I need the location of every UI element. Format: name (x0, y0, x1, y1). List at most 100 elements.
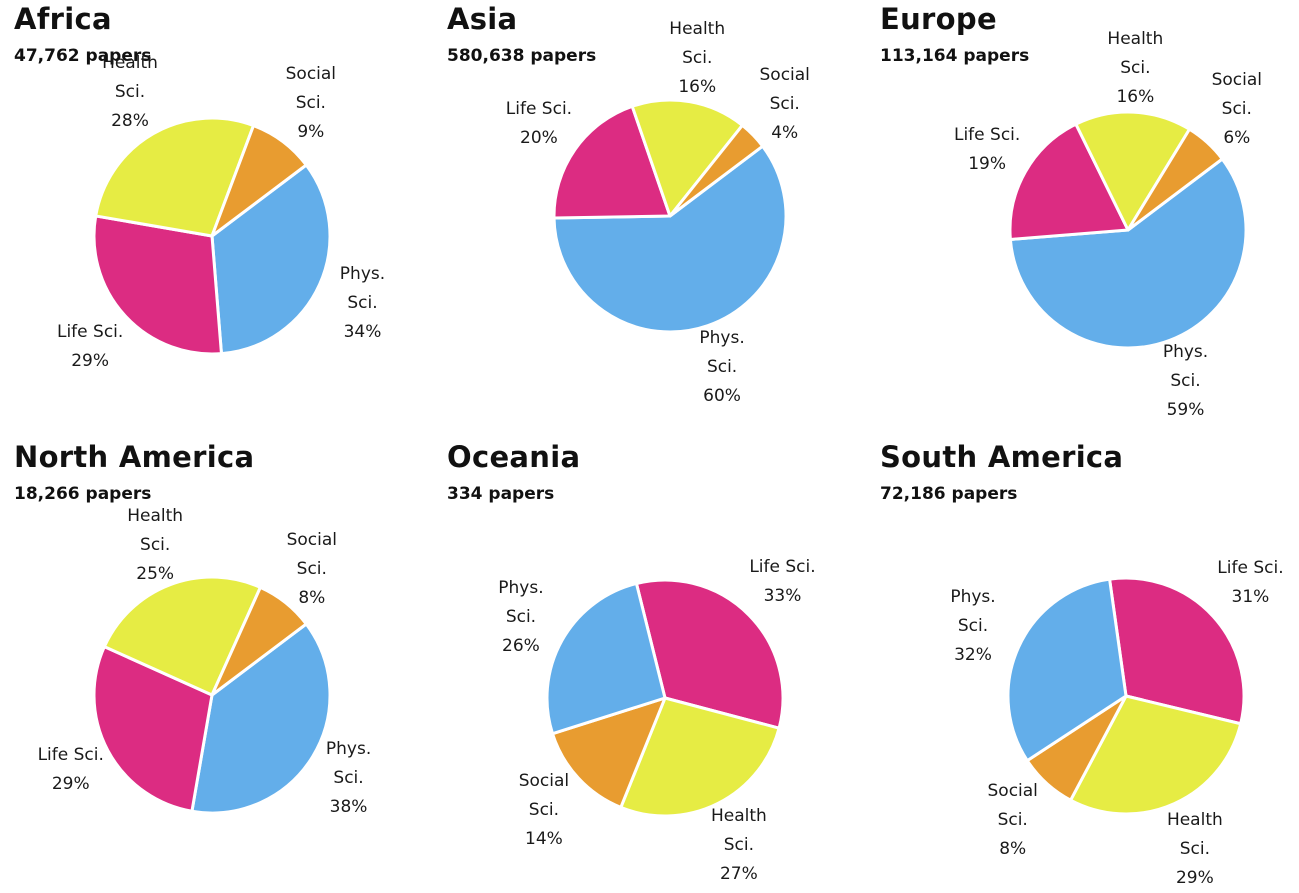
slice-label-line: 16% (678, 76, 717, 97)
slice-label-health-sci: Health Sci. 28% (70, 49, 190, 136)
slice-label-line: Sci. (1221, 99, 1252, 120)
slice-label-line: 16% (1116, 86, 1155, 107)
slice-label-line: Sci. (769, 93, 800, 114)
pie-slice-life-sci (634, 578, 785, 730)
pie-chart (1008, 110, 1248, 350)
slice-label-life-sci: Life Sci. 31% (1190, 554, 1299, 612)
pie-chart (1006, 576, 1246, 816)
pie-slice-health-sci (630, 98, 744, 218)
pie-chart (92, 575, 332, 815)
chart-title: North America (14, 440, 255, 474)
chart-title: Oceania (447, 440, 581, 474)
slice-label-phys-sci: Phys. Sci. 59% (1126, 338, 1246, 425)
slice-label-life-sci: Life Sci. 19% (927, 121, 1047, 179)
slice-label-health-sci: Health Sci. 16% (1075, 25, 1195, 112)
slice-label-line: Social (285, 64, 337, 85)
pie-panel-south-america: South America 72,186 papers Life Sci. 31% He… (866, 438, 1299, 888)
slice-label-line: Life Sci. (505, 99, 573, 120)
slice-label-phys-sci: Phys. Sci. 32% (913, 583, 1033, 670)
chart-title: Asia (447, 2, 518, 36)
pie-panel-north-america: North America 18,266 papers Phys. Sci. 38% Li… (0, 438, 433, 876)
slice-label-line: Sci. (1179, 838, 1210, 859)
pie-slice-phys-sci (210, 163, 332, 356)
slice-label-life-sci: Life Sci. 20% (479, 95, 599, 153)
slice-label-line: Sci. (723, 835, 754, 856)
slice-label-line: 19% (968, 153, 1007, 174)
pie-chart (552, 98, 788, 334)
chart-subtitle: 47,762 papers (14, 46, 152, 66)
slice-label-social-sci: Social Sci. 4% (725, 61, 845, 148)
slice-label-line: Social (987, 780, 1038, 801)
slice-label-line: Sci. (140, 534, 171, 555)
pie-panel-europe: Europe 113,164 papers Phys. Sci. 59% Life Sci… (866, 0, 1299, 438)
slice-label-line: Sci. (1120, 57, 1151, 78)
slice-label-phys-sci: Phys. Sci. 38% (289, 735, 409, 822)
slice-label-line: 34% (343, 322, 382, 343)
slice-label-social-sci: Social Sci. 8% (252, 526, 372, 613)
slice-label-line: Health (669, 18, 726, 39)
slice-label-line: Sci. (296, 559, 327, 580)
chart-subtitle: 18,266 papers (14, 484, 152, 504)
slice-label-line: Life Sci. (1217, 558, 1284, 579)
slice-label-line: Sci. (1170, 370, 1201, 391)
pie-slice-phys-sci (552, 144, 788, 334)
slice-label-line: Phys. (498, 578, 544, 598)
slice-label-line: Sci. (957, 616, 989, 637)
slice-label-health-sci: Health Sci. 16% (637, 15, 757, 102)
slice-label-phys-sci: Phys. Sci. 60% (662, 324, 782, 411)
slice-label-line: Health (1107, 28, 1164, 49)
pie-slice-health-sci (1069, 694, 1243, 816)
chart-title: Europe (880, 2, 997, 36)
pie-slice-social-sci (1126, 127, 1224, 232)
pie-slice-phys-sci (545, 582, 667, 736)
slice-label-life-sci: Life Sci. 29% (11, 741, 131, 799)
slice-label-line: Sci. (114, 82, 146, 103)
slice-label-line: Sci. (706, 356, 738, 377)
slice-label-line: Health (710, 806, 767, 827)
slice-label-health-sci: Health Sci. 25% (95, 502, 215, 589)
pie-panel-asia: Asia 580,638 papers Phys. Sci. 60% Life Sci. 2… (433, 0, 866, 438)
chart-subtitle: 334 papers (447, 484, 555, 504)
pie-slice-life-sci (1008, 122, 1130, 241)
slice-label-line: 38% (329, 796, 368, 817)
slice-label-social-sci: Social Sci. 14% (484, 767, 604, 854)
slice-label-phys-sci: Phys. Sci. 34% (302, 260, 422, 347)
slice-label-line: Phys. (950, 587, 996, 608)
slice-label-line: 8% (999, 838, 1027, 859)
chart-title: Africa (14, 2, 112, 36)
slice-label-line: 33% (763, 586, 802, 607)
slice-label-line: 8% (298, 588, 326, 609)
slice-label-line: 59% (1166, 399, 1205, 420)
slice-label-health-sci: Health Sci. 27% (679, 802, 799, 889)
slice-label-social-sci: Social Sci. 9% (251, 60, 371, 147)
chart-title: South America (880, 440, 1124, 474)
pie-slice-phys-sci (1006, 577, 1128, 763)
slice-label-line: Social (518, 770, 570, 791)
slice-label-line: 31% (1231, 587, 1270, 608)
slice-label-line: Health (127, 505, 184, 526)
pie-slice-life-sci (1108, 576, 1246, 726)
slice-label-line: Sci. (505, 607, 537, 627)
slice-label-line: 26% (502, 636, 540, 656)
slice-label-line: 60% (703, 385, 741, 406)
pie-slice-social-sci (210, 585, 308, 697)
slice-label-line: Sci. (997, 809, 1028, 830)
pie-panel-oceania: Oceania 334 papers Life Sci. 33% Health Sci. 2… (433, 438, 866, 884)
slice-label-line: 25% (136, 563, 175, 584)
slice-label-line: Life Sci. (749, 557, 816, 578)
pie-slice-social-sci (668, 123, 765, 218)
slice-label-line: Life Sci. (56, 322, 124, 343)
slice-label-line: Sci. (347, 293, 378, 314)
pie-chart (545, 578, 785, 818)
slice-label-line: Phys. (325, 738, 372, 759)
slice-label-line: Phys. (339, 264, 386, 285)
slice-label-line: Sci. (295, 93, 326, 114)
slice-label-line: 29% (1175, 867, 1214, 888)
slice-label-line: 14% (525, 828, 563, 849)
slice-label-line: Life Sci. (37, 745, 104, 766)
slice-label-line: Life Sci. (953, 124, 1021, 145)
slice-label-phys-sci: Phys. Sci. 26% (461, 574, 581, 661)
slice-label-line: Sci. (682, 47, 713, 68)
pie-slice-life-sci (92, 214, 223, 356)
